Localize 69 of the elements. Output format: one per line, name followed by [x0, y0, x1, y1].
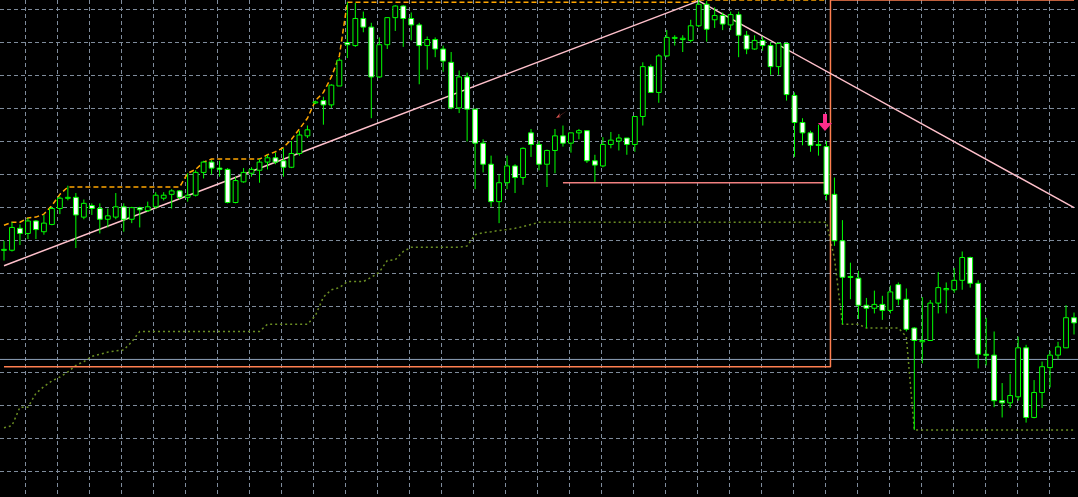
- candlestick: [687, 19, 694, 44]
- candlestick: [528, 128, 534, 158]
- candlestick: [1007, 373, 1014, 409]
- candlestick: [592, 154, 598, 183]
- candlestick: [727, 11, 734, 31]
- candlestick: [112, 192, 119, 220]
- candlestick: [72, 192, 79, 249]
- candlestick: [711, 6, 718, 29]
- candlestick: [408, 11, 415, 41]
- candlestick: [943, 281, 950, 314]
- candlestick: [64, 185, 71, 201]
- candlestick: [615, 133, 622, 151]
- candlestick: [80, 198, 87, 220]
- candlestick: [735, 11, 742, 58]
- candlestick: [120, 202, 127, 233]
- candlestick: [895, 281, 902, 306]
- candlestick: [400, 4, 407, 48]
- candlestick: [192, 169, 199, 197]
- candlestick: [512, 163, 518, 194]
- candlestick: [96, 202, 103, 234]
- candlestick: [496, 174, 502, 224]
- candlestick: [416, 22, 423, 85]
- candlestick: [232, 176, 239, 204]
- candlestick: [879, 295, 886, 321]
- candlestick: [959, 251, 966, 291]
- candlestick: [935, 271, 942, 314]
- candlestick: [104, 208, 111, 228]
- candlestick: [671, 34, 678, 47]
- candlestick: [504, 155, 510, 190]
- candlestick: [911, 326, 918, 431]
- candlestick: [951, 267, 958, 294]
- candlestick: [887, 284, 894, 314]
- candlestick: [168, 188, 175, 210]
- candlestick: [568, 132, 574, 154]
- candlestick: [847, 262, 854, 300]
- candlestick: [1071, 312, 1077, 335]
- candlestick: [1047, 350, 1053, 388]
- candlestick: [536, 140, 542, 171]
- candlestick: [919, 296, 926, 364]
- candlestick: [576, 128, 582, 140]
- candlestick: [607, 131, 614, 149]
- candlestick: [25, 217, 31, 240]
- candlestick: [344, 1, 351, 59]
- candlestick: [544, 149, 550, 188]
- candlestick: [743, 30, 750, 55]
- candlestick: [871, 290, 878, 314]
- candlestick: [480, 138, 486, 173]
- candlestick: [695, 0, 702, 28]
- candlestick: [767, 42, 774, 76]
- candlestick: [1, 240, 7, 262]
- candlestick: [432, 36, 439, 58]
- candlestick: [320, 96, 327, 126]
- candlestick: [560, 125, 566, 148]
- candlestick: [999, 382, 1006, 418]
- candlestick: [17, 223, 23, 246]
- candlestick: [552, 128, 558, 174]
- candlestick: [33, 219, 39, 240]
- candlestick: [184, 172, 191, 203]
- candlestick: [360, 11, 367, 33]
- candlestick: [424, 36, 431, 71]
- candlestick: [41, 214, 47, 236]
- candlestick: [863, 297, 870, 329]
- candlestick: [599, 136, 606, 168]
- candlestick: [392, 4, 399, 32]
- candlestick: [328, 83, 335, 109]
- candlestick: [983, 317, 990, 366]
- candlestick: [663, 29, 670, 58]
- candlestick: [440, 45, 447, 73]
- candlestick: [9, 221, 15, 253]
